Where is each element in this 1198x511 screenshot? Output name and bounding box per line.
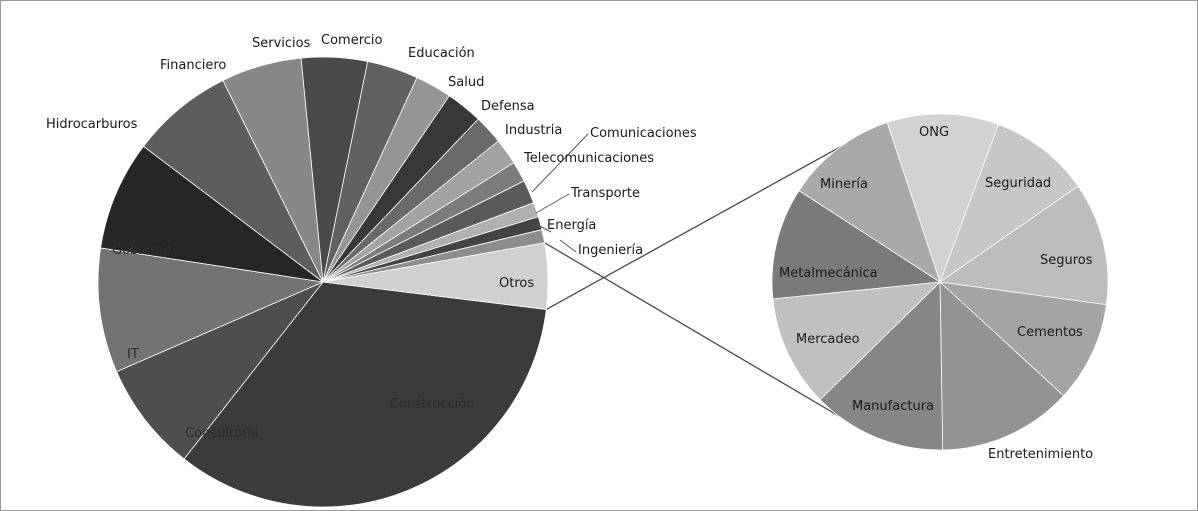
main-label-defensa: Defensa — [481, 99, 535, 114]
main-label-financiero: Financiero — [160, 58, 226, 73]
main-label-telecomunicaciones: Telecomunicaciones — [523, 151, 654, 166]
main-pie — [97, 56, 549, 508]
connector-line-top — [545, 125, 879, 310]
main-label-consultoria: Consultoría — [185, 426, 259, 441]
main-slice-hidrocarburos — [142, 79, 324, 283]
main-label-it: IT — [127, 347, 139, 362]
secondary-label-seguros: Seguros — [1040, 253, 1093, 268]
main-label-ingenieria: Ingeniería — [578, 243, 643, 258]
leader-line-transporte — [535, 193, 570, 214]
main-slice-construccion — [183, 281, 547, 508]
secondary-label-ong: ONG — [919, 125, 949, 140]
main-slice-consultoria — [116, 281, 324, 460]
connector-line-bottom — [544, 242, 867, 433]
secondary-label-entretenimiento: Entretenimiento — [988, 447, 1093, 462]
secondary-label-mineria: Minería — [820, 177, 868, 192]
main-label-comunicaciones: Comunicaciones — [590, 126, 697, 141]
secondary-label-seguridad: Seguridad — [985, 176, 1051, 191]
leader-line-ingenieria — [559, 239, 577, 253]
main-label-educacion: Educación — [408, 46, 475, 61]
secondary-slice-mineria — [798, 122, 941, 283]
secondary-slice-ong — [886, 113, 1000, 284]
slice-labels: Construcción Consultoría IT Gobierno Hidroca… — [46, 33, 1093, 462]
main-label-transporte: Transporte — [570, 186, 640, 201]
secondary-label-cementos: Cementos — [1017, 325, 1083, 340]
secondary-slice-mercadeo — [772, 281, 942, 401]
secondary-label-mercadeo: Mercadeo — [796, 332, 860, 347]
connector-lines — [544, 125, 879, 433]
secondary-pie — [771, 113, 1109, 451]
secondary-slice-cementos — [938, 281, 1107, 397]
main-label-hidrocarburos: Hidrocarburos — [46, 117, 138, 132]
main-label-gobierno: Gobierno — [112, 243, 171, 258]
main-slice-otros — [322, 242, 549, 310]
secondary-slice-metalmecanica — [771, 190, 942, 300]
main-label-energia: Energía — [547, 218, 596, 233]
secondary-slice-entretenimiento — [939, 281, 1065, 451]
main-label-construccion: Construcción — [390, 397, 475, 412]
main-label-salud: Salud — [448, 75, 484, 90]
secondary-slice-manufactura — [819, 281, 944, 451]
main-label-comercio: Comercio — [321, 33, 383, 48]
main-label-industria: Industria — [505, 123, 562, 138]
secondary-slice-seguridad — [939, 123, 1079, 284]
secondary-label-manufactura: Manufactura — [852, 399, 934, 414]
leader-line-energia — [535, 223, 552, 233]
secondary-label-metalmecanica: Metalmecánica — [779, 266, 878, 281]
main-label-otros: Otros — [499, 276, 534, 291]
main-slice-gobierno — [100, 145, 324, 283]
leader-line-comunicaciones — [531, 133, 589, 193]
secondary-slice-seguros — [938, 185, 1109, 306]
main-label-servicios: Servicios — [252, 36, 311, 51]
main-slice-it — [97, 247, 325, 373]
